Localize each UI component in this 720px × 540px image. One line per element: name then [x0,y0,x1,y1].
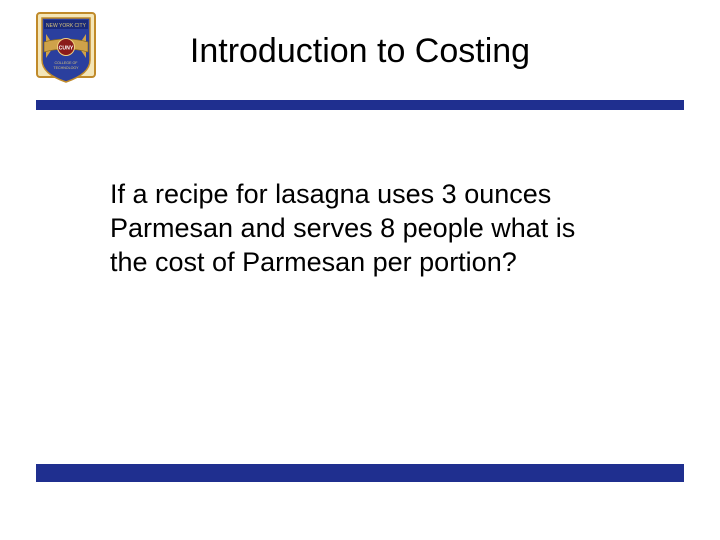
bottom-divider [36,464,684,482]
top-divider [36,100,684,110]
slide-body-text: If a recipe for lasagna uses 3 ounces Pa… [110,178,590,279]
logo-top-text: NEW YORK CITY [46,23,87,29]
slide: NEW YORK CITY CUNY COLLEGE OF TECHNOLOGY… [0,0,720,540]
slide-title: Introduction to Costing [0,32,720,71]
